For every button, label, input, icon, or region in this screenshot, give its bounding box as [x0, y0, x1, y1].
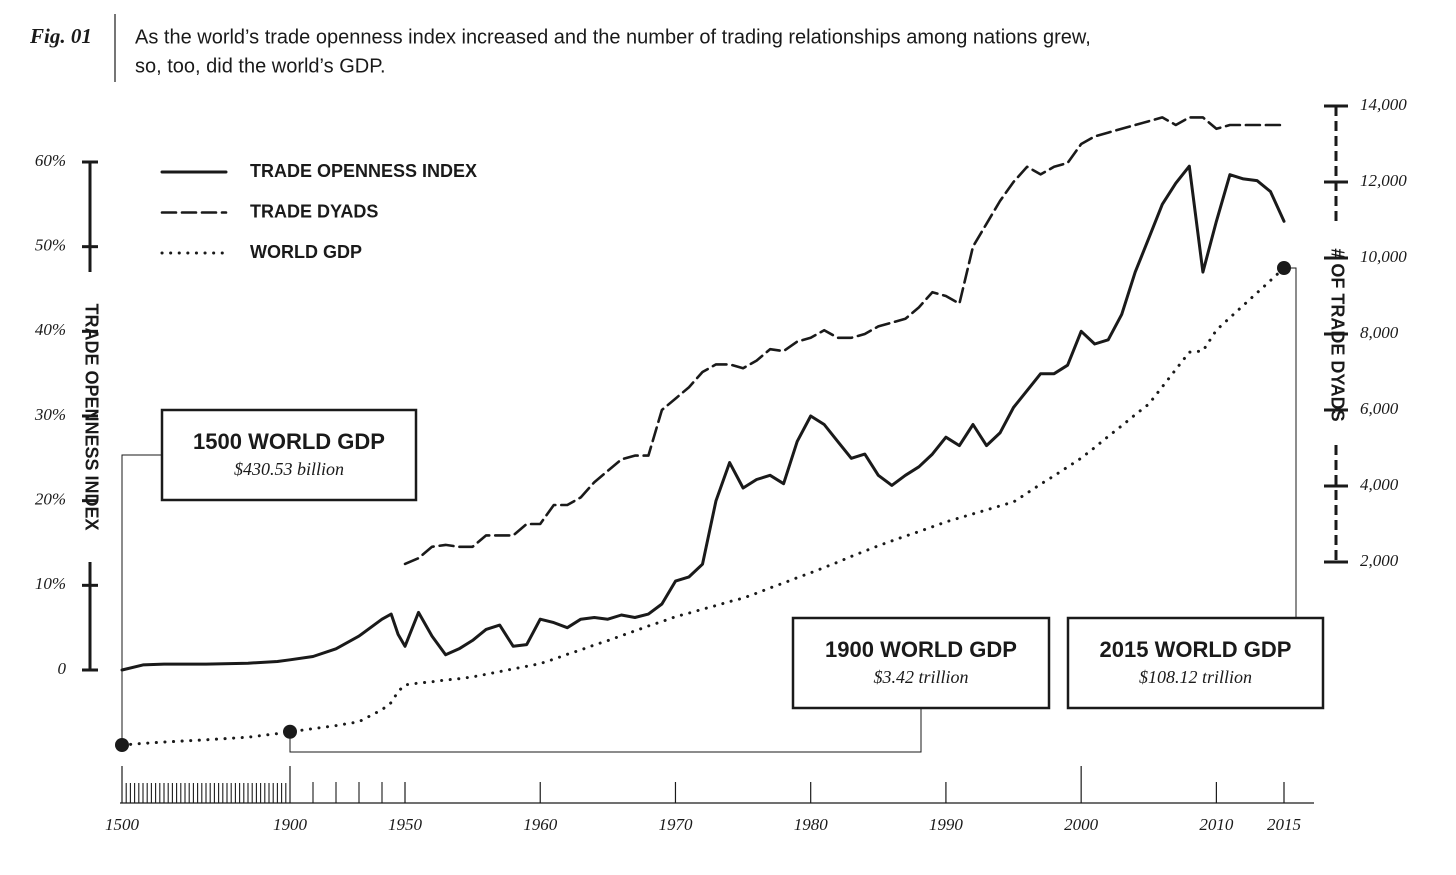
y-tick-label: 50% [35, 236, 66, 255]
y-tick-label: 10% [35, 574, 66, 593]
x-tick-label: 1960 [523, 815, 558, 834]
annotation-connector [121, 454, 162, 745]
x-tick-label: 1500 [105, 815, 140, 834]
annotation-label: $430.53 billion [234, 459, 344, 479]
y-tick-label: 20% [35, 490, 66, 509]
subtitle: so, too, did the world’s GDP. [135, 55, 386, 77]
y2-tick-label: 12,000 [1360, 171, 1407, 190]
subtitle: As the world’s trade openness index incr… [135, 26, 1091, 48]
x-tick-label: 1980 [794, 815, 829, 834]
annotation-label: $3.42 trillion [873, 667, 968, 687]
x-tick-label: 1990 [929, 815, 964, 834]
annotation-connector [1284, 267, 1297, 618]
y2-tick-label: 2,000 [1360, 551, 1399, 570]
y2-tick-label: 8,000 [1360, 323, 1399, 342]
annotation-dot [1277, 261, 1291, 275]
x-tick-label: 1950 [388, 815, 423, 834]
series-line [120, 266, 1286, 747]
y2-tick-label: 4,000 [1360, 475, 1399, 494]
annotation-title: 1900 WORLD GDP [825, 637, 1017, 662]
legend-label: WORLD GDP [250, 242, 362, 262]
annotation-box [1066, 616, 1325, 710]
x-tick-label: 1900 [273, 815, 308, 834]
x-tick-label: 1970 [658, 815, 693, 834]
annotation-dot [115, 738, 129, 752]
y2-tick-label: 10,000 [1360, 247, 1407, 266]
annotation-title: 1500 WORLD GDP [193, 429, 385, 454]
annotation-box [791, 616, 1051, 710]
annotation-connector [289, 708, 922, 753]
legend-label: TRADE OPENNESS INDEX [250, 161, 477, 181]
annotation-label: $108.12 trillion [1139, 667, 1252, 687]
y-tick-label: 30% [34, 405, 66, 424]
annotation-title: 2015 WORLD GDP [1100, 637, 1292, 662]
x-tick-label: 2000 [1064, 815, 1099, 834]
y-tick-label: 0 [58, 659, 67, 678]
x-tick-label: 2010 [1199, 815, 1234, 834]
y2-tick-label: 6,000 [1360, 399, 1399, 418]
annotation-box [160, 408, 418, 502]
y-tick-label: 40% [35, 320, 66, 339]
y-tick-label: 60% [35, 151, 66, 170]
x-tick-label: 2015 [1267, 815, 1301, 834]
legend-label: TRADE DYADS [250, 201, 378, 221]
series-line [403, 116, 1286, 566]
annotation-dot [283, 724, 297, 739]
series-line [120, 164, 1286, 672]
fig-label: Fig. 01 [29, 24, 92, 48]
y2-tick-label: 14,000 [1360, 95, 1407, 114]
